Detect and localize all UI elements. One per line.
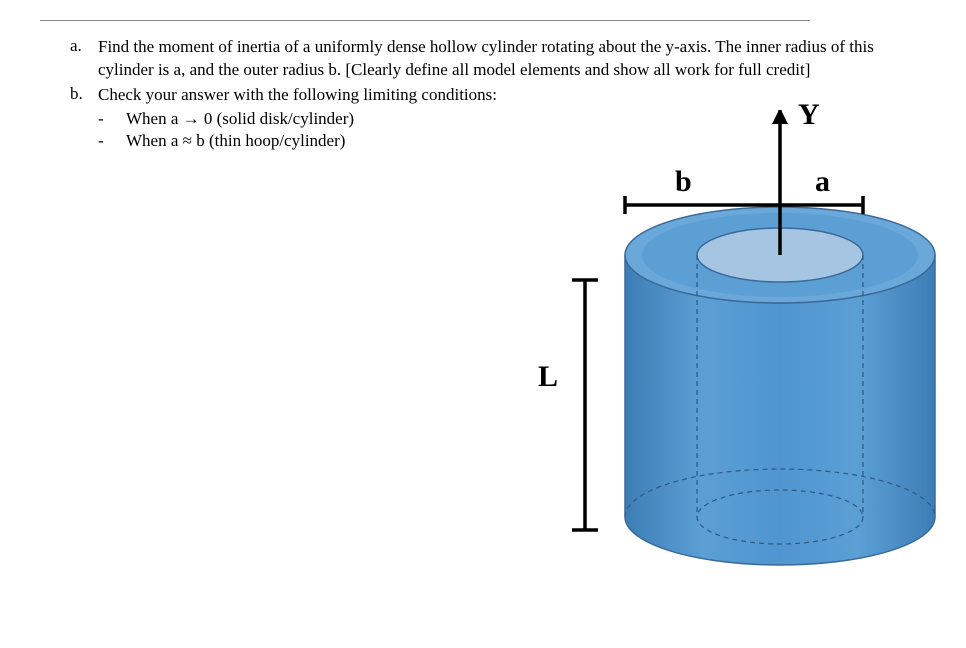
item-a: a. Find the moment of inertia of a unifo… (70, 36, 926, 82)
y-axis-arrowhead (772, 110, 788, 124)
y-axis-label: Y (798, 98, 820, 132)
top-divider (40, 20, 810, 21)
item-a-label: a. (70, 36, 98, 82)
item-b-label: b. (70, 84, 98, 107)
sub-item-1-text: When a → 0 (solid disk/cylinder) (126, 109, 354, 129)
sub-item-2-text: When a ≈ b (thin hoop/cylinder) (126, 131, 345, 151)
a-label: a (815, 165, 830, 199)
cylinder-svg (520, 110, 940, 630)
dash-1: - (98, 109, 126, 129)
item-a-text: Find the moment of inertia of a uniforml… (98, 36, 926, 82)
l-label: L (538, 360, 558, 394)
item-b-text: Check your answer with the following lim… (98, 84, 497, 107)
dash-2: - (98, 131, 126, 151)
b-label: b (675, 165, 692, 199)
cylinder-diagram: Y b a L (520, 110, 940, 630)
